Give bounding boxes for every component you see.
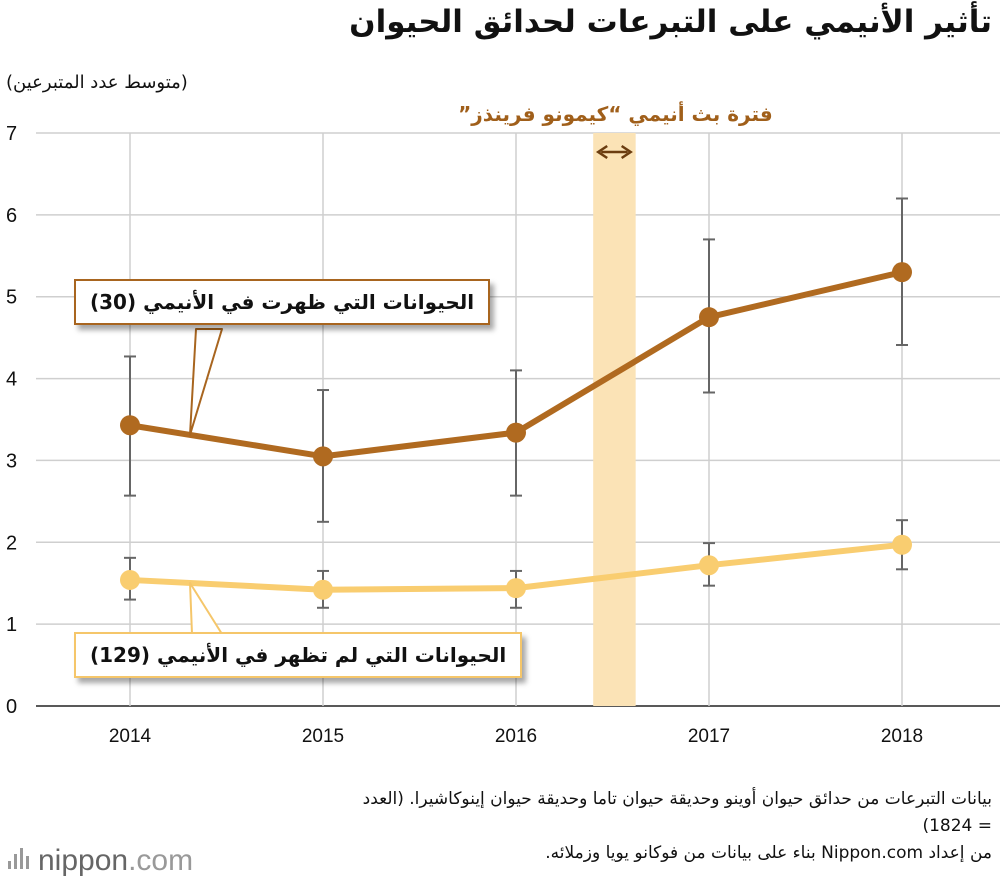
svg-text:nippon.com: nippon.com: [38, 844, 193, 877]
data-point: [506, 422, 526, 443]
source-note-credit: من إعداد Nippon.com بناء على بيانات من ف…: [545, 843, 992, 863]
y-tick-label: 2: [6, 532, 17, 554]
y-tick-label: 0: [6, 696, 17, 718]
logo-mark-icon: [8, 848, 29, 869]
data-point: [699, 307, 719, 328]
broadcast-period-label: فترة بث أنيمي “كيمونو فرينذز”: [458, 100, 773, 127]
source-note-data: بيانات التبرعات من حدائق حيوان أوينو وحد…: [362, 789, 992, 836]
chart-canvas: فترة بث أنيمي “كيمونو فرينذز” 0 1 2 3 4 5 6 7 20…: [6, 100, 1000, 747]
y-tick-label: 3: [6, 450, 17, 472]
y-tick-label: 1: [6, 614, 17, 636]
source-note: بيانات التبرعات من حدائق حيوان أوينو وحد…: [352, 786, 992, 867]
x-tick-label: 2018: [881, 726, 923, 747]
chart-title: تأثير الأنيمي على التبرعات لحدائق الحيوا…: [349, 4, 992, 40]
x-tick-label: 2016: [495, 726, 537, 747]
logo-text-suffix: .com: [128, 844, 193, 877]
data-point: [313, 446, 333, 467]
y-tick-label: 4: [6, 369, 17, 391]
grid-layer: [36, 132, 1000, 707]
y-tick-label: 5: [6, 287, 17, 309]
data-point: [313, 579, 333, 600]
y-tick-label: 6: [6, 205, 17, 227]
y-tick-label: 7: [6, 123, 17, 145]
x-tick-label: 2015: [302, 726, 344, 747]
legend-callout-non-anime-animals: الحيوانات التي لم تظهر في الأنيمي (129): [74, 632, 523, 678]
highlight-period-layer: فترة بث أنيمي “كيمونو فرينذز”: [458, 100, 773, 706]
x-tick-label: 2014: [109, 726, 152, 747]
y-axis-label: (متوسط عدد المتبرعين): [6, 72, 188, 93]
callout-pointer-anime: [189, 328, 223, 436]
x-tick-label: 2017: [688, 726, 730, 747]
data-point: [699, 555, 719, 576]
data-point: [506, 578, 526, 599]
legend-callout-anime-animals: الحيوانات التي ظهرت في الأنيمي (30): [74, 279, 491, 325]
data-point: [892, 534, 912, 555]
nippon-logo: nippon.com: [8, 844, 193, 877]
data-point: [892, 262, 912, 283]
data-point: [120, 569, 140, 590]
series-layer: [120, 262, 912, 635]
data-point: [120, 415, 140, 436]
logo-text-main: nippon: [38, 844, 128, 877]
axis-layer: 0 1 2 3 4 5 6 7 2014 2015 2016 2017 2018: [6, 123, 923, 747]
period-arrow-right-icon: [620, 144, 633, 160]
callout-pointer-non-anime: [189, 581, 223, 635]
period-arrow-left-icon: [595, 144, 608, 160]
broadcast-period-band: [593, 133, 636, 706]
